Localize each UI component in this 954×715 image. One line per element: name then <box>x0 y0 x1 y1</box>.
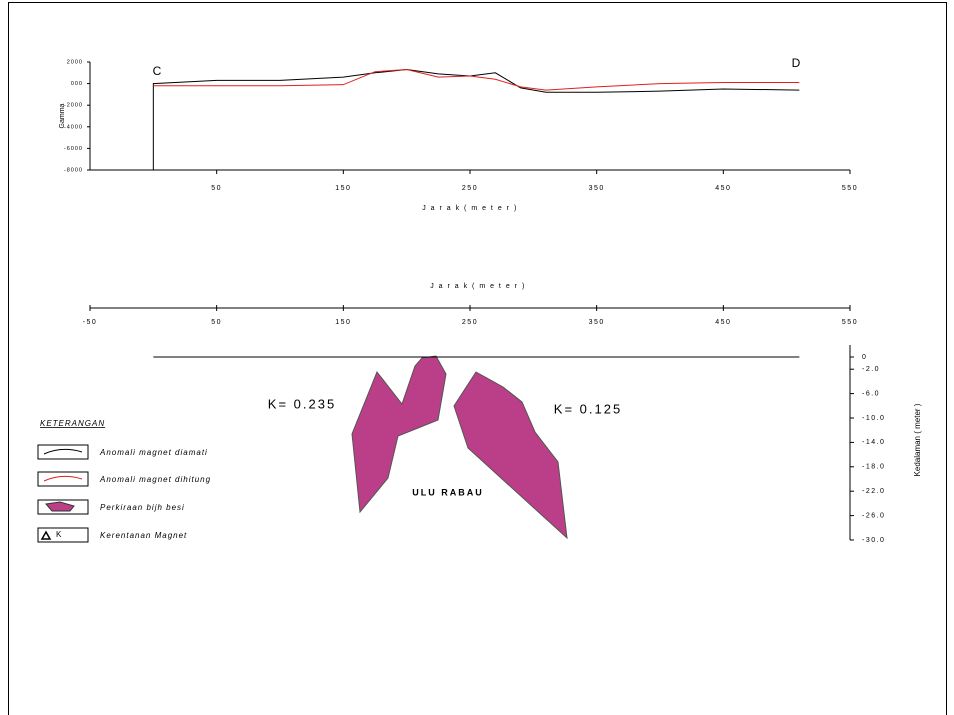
y-tick-label: -6.0 <box>862 390 880 397</box>
y-label: Kedalaman ( meter ) <box>913 403 922 476</box>
x-tick-label: 250 <box>462 319 478 326</box>
legend-symbol <box>43 475 83 482</box>
x-tick-label: -50 <box>83 319 98 326</box>
x-tick-label: 50 <box>211 185 222 192</box>
x-tick-label: 150 <box>335 185 351 192</box>
y-tick-label: -10.0 <box>862 415 885 422</box>
y-tick-label: -26.0 <box>862 512 885 519</box>
x-tick-label: 350 <box>589 319 605 326</box>
x-tick-label: 550 <box>842 185 858 192</box>
data-line <box>153 69 800 91</box>
y-tick-label: -6000 <box>64 146 83 152</box>
legend-box <box>37 471 89 487</box>
annotation: C <box>153 64 162 78</box>
x-tick-label: 150 <box>335 319 351 326</box>
x-tick-label: 350 <box>589 185 605 192</box>
legend-symbol-label: K <box>56 530 62 539</box>
x-label: J a r a k ( m e t e r ) <box>430 283 526 290</box>
ore-body <box>453 371 568 540</box>
x-tick-label: 250 <box>462 185 478 192</box>
y-tick-label: 0 <box>862 354 867 361</box>
legend-title: KETERANGAN <box>40 419 105 428</box>
y-tick-label: -18.0 <box>862 464 885 471</box>
legend-label: Kerentanan Magnet <box>100 531 187 540</box>
y-tick-label: -2000 <box>64 103 83 109</box>
y-tick-label: 000 <box>71 81 83 87</box>
y-tick-label: -30.0 <box>862 537 885 544</box>
legend-box <box>37 527 89 543</box>
annotation: K= 0.235 <box>268 396 336 411</box>
y-tick-label: -4000 <box>64 124 83 130</box>
legend-label: Perkiraan bijh besi <box>100 503 185 512</box>
legend-label: Anomali magnet dihitung <box>99 475 211 484</box>
annotation: ULU RABAU <box>412 487 484 497</box>
x-tick-label: 550 <box>842 319 858 326</box>
x-tick-label: 450 <box>715 319 731 326</box>
legend-symbol <box>45 501 75 512</box>
x-label: J a r a k ( m e t e r ) <box>422 205 518 212</box>
legend-symbol <box>40 530 52 540</box>
y-label: Gamma <box>59 103 66 128</box>
legend-box <box>37 444 89 460</box>
x-tick-label: 450 <box>715 185 731 192</box>
frame <box>8 2 947 715</box>
y-tick-label: 2000 <box>67 59 83 65</box>
annotation: K= 0.125 <box>554 401 622 416</box>
y-tick-label: -22.0 <box>862 488 885 495</box>
x-tick-label: 50 <box>211 319 222 326</box>
ore-body <box>351 355 447 514</box>
annotation: D <box>792 56 801 70</box>
legend-symbol <box>43 448 83 455</box>
legend-box <box>37 499 89 515</box>
y-tick-label: -2.0 <box>862 366 880 373</box>
y-tick-label: -8000 <box>64 167 83 173</box>
y-tick-label: -14.0 <box>862 439 885 446</box>
data-line <box>152 69 800 170</box>
legend-label: Anomali magnet diamati <box>99 448 208 457</box>
